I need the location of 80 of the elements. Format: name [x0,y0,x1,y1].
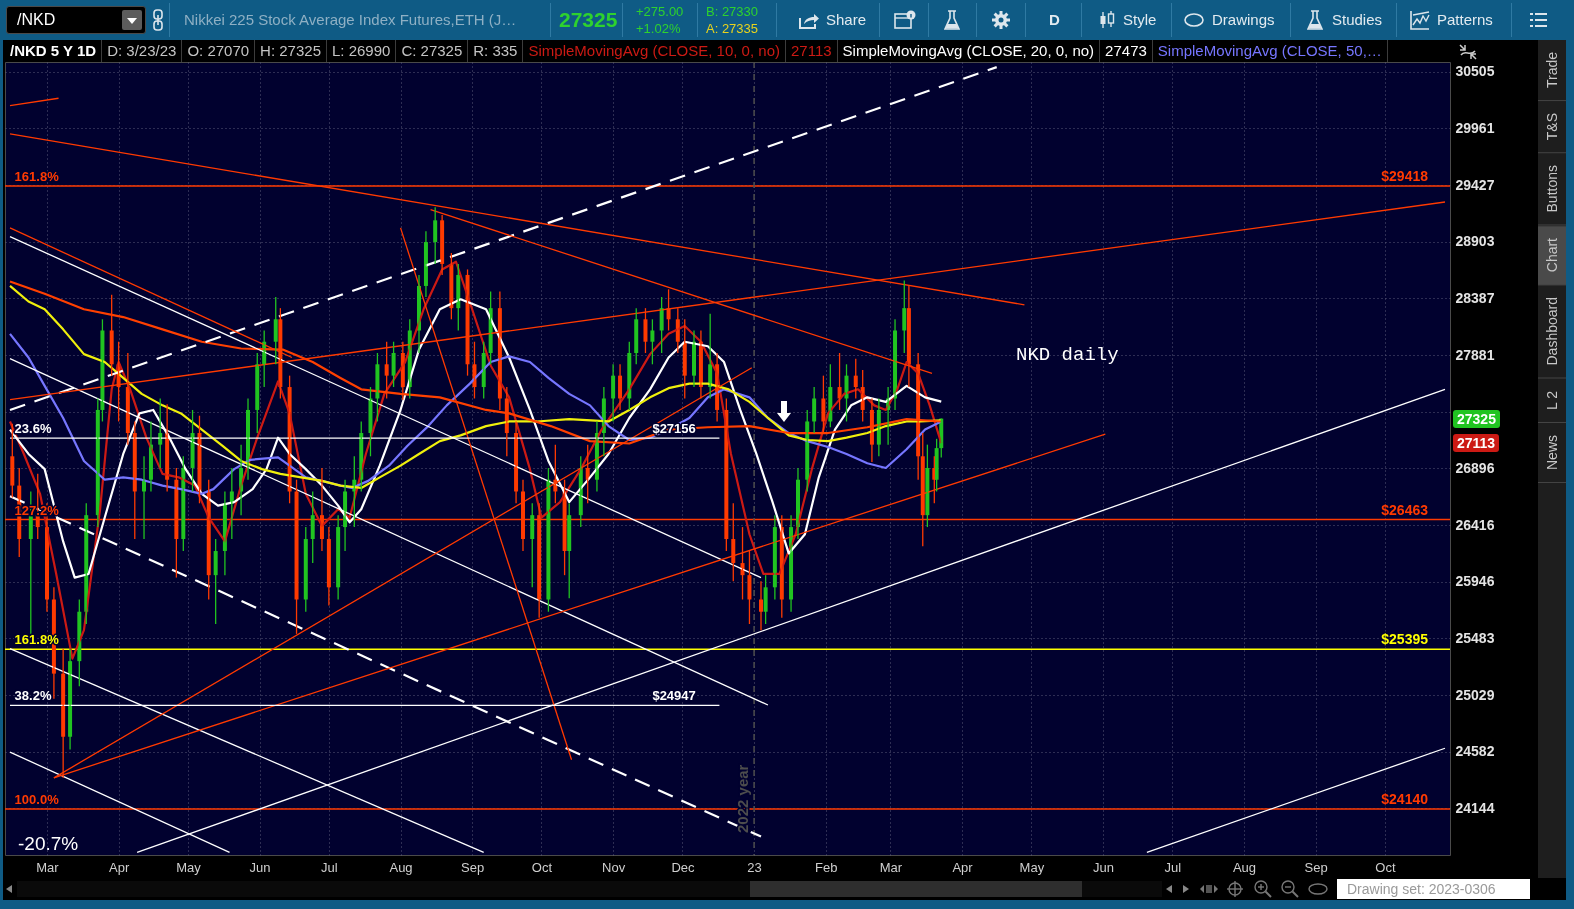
y-tick-label: 25029 [1455,686,1495,703]
select-field: Drawing set: 2023-0306 [1337,879,1530,899]
text: Nikkei 225 Stock Average Index Futures,ETH (J… [184,11,517,29]
y-tick-label: 25946 [1455,573,1495,590]
text: Studies [1332,11,1383,29]
text: +275.00 [636,4,684,19]
annotation: 38.2% [14,688,52,704]
text: Buttons [1538,153,1566,226]
text: D [1049,11,1060,29]
annotation: -20.7% [18,833,79,854]
text: Style [1123,11,1157,29]
x-tick-label: Mar [36,859,60,875]
x-tick-label: Dec [671,859,695,875]
text: 27113 [1453,434,1500,453]
text: C: 27325 [396,40,469,62]
text: O: 27070 [182,40,256,62]
text: SimpleMovingAvg (CLOSE, 50,… [1152,40,1388,62]
text: News [1538,422,1566,484]
x-tick-label: Aug [389,859,413,875]
x-tick-label: 23 [747,859,762,875]
x-tick-label: Jun [249,859,271,875]
y-tick-label: 28903 [1455,233,1495,250]
x-tick-label: Jul [1164,859,1182,875]
y-tick-label: 28387 [1455,289,1495,306]
symbol-field: /NKD [6,6,146,34]
x-tick-label: Sep [461,859,485,875]
y-tick-label: 29961 [1455,119,1495,136]
y-tick-label: 24582 [1455,743,1495,760]
text: D: 3/23/23 [102,40,183,62]
text: A: 27335 [706,21,759,36]
y-tick-label: 30505 [1455,63,1495,80]
annotation: 100.0% [14,791,60,807]
text: 27325 [559,8,618,31]
x-tick-label: May [1019,859,1045,875]
text: Chart [1538,225,1566,286]
ref-line-label: $25395 [1381,631,1429,648]
annotation: 161.8% [14,169,60,185]
text: SimpleMovingAvg (CLOSE, 10, 0, no) [523,40,786,62]
y-tick-label: 25483 [1455,629,1495,646]
x-tick-label: Mar [879,859,903,875]
chart-title: /NKD 5 Y 1D [5,40,103,62]
y-tick-label: 24144 [1455,799,1495,816]
text: H: 27325 [255,40,327,62]
text: 27473 [1100,40,1153,62]
x-tick-label: Apr [952,859,974,875]
text: 27325 [1453,409,1500,428]
text: 27113 [785,40,838,62]
annotation: $24947 [652,688,696,704]
text: SimpleMovingAvg (CLOSE, 20, 0, no) [837,40,1101,62]
text: Share [826,11,867,29]
text: Patterns [1437,11,1493,29]
y-tick-label: 29427 [1455,176,1495,193]
y-tick-label: 26416 [1455,516,1495,533]
ref-line-label: $26463 [1381,501,1429,518]
x-tick-label: Apr [108,859,130,875]
ref-line-label: $29418 [1381,168,1429,185]
text: Trade [1538,40,1566,102]
x-tick-label: Sep [1304,859,1328,875]
text: Drawings [1212,11,1275,29]
x-tick-label: Feb [815,859,838,875]
x-tick-label: May [176,859,202,875]
y-tick-label: 27881 [1455,346,1495,363]
x-tick-label: Jul [321,859,338,875]
x-tick-label: Oct [531,859,553,875]
ref-line-label: $24140 [1381,790,1429,807]
x-tick-label: Jun [1093,859,1114,875]
text: L 2 [1538,378,1566,423]
annotation: NKD daily [1016,344,1119,366]
x-tick-label: Oct [1375,859,1396,875]
text: L: 26990 [326,40,397,62]
ref-line-label: 2022 year [734,764,752,833]
text: +1.02% [636,21,681,36]
text: R: 335 [468,40,524,62]
text: B: 27330 [706,4,759,19]
x-tick-label: Nov [602,859,626,875]
y-tick-label: 26896 [1455,459,1495,476]
x-tick-label: Aug [1232,859,1257,875]
text: Dashboard [1538,285,1566,379]
annotation: 23.6% [14,421,52,437]
text: T&S [1538,101,1566,154]
